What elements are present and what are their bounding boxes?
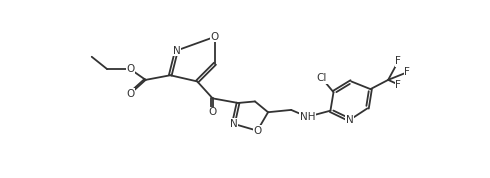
Text: F: F — [395, 80, 401, 90]
Text: N: N — [172, 46, 180, 56]
Text: N: N — [229, 119, 237, 129]
Text: F: F — [395, 56, 401, 66]
Text: Cl: Cl — [317, 73, 327, 83]
Text: O: O — [126, 89, 134, 99]
Text: O: O — [211, 32, 219, 42]
Text: O: O — [209, 107, 217, 117]
Text: F: F — [405, 67, 410, 77]
Text: NH: NH — [299, 112, 315, 122]
Text: N: N — [346, 115, 354, 125]
Text: O: O — [126, 64, 134, 74]
Text: O: O — [253, 126, 261, 136]
